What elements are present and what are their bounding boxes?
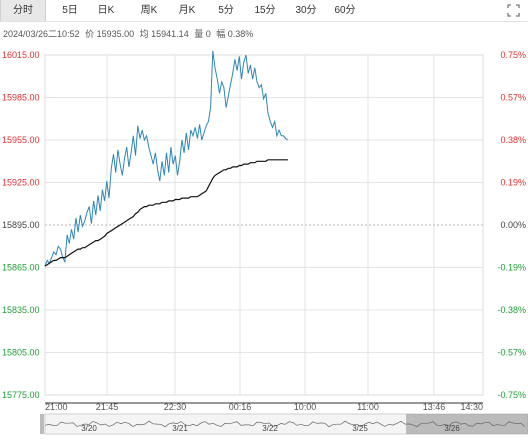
navigator-selection <box>406 414 528 434</box>
y-tick-label-left: 15775.00 <box>2 390 40 400</box>
quote-average: 均 15941.14 <box>139 29 189 39</box>
y-axis-labels: 16015.00 0.75% 15985.00 0.57% 15955.00 0.38% 1… <box>2 50 526 400</box>
y-tick-label-right: -0.19% <box>497 263 526 273</box>
y-tick-label-right: -0.57% <box>497 348 526 358</box>
y-tick-label-left: 15865.00 <box>2 263 40 273</box>
quote-price: 价 15935.00 <box>85 29 135 39</box>
chart-series <box>44 50 289 267</box>
x-axis: 21:00 21:45 22:30 00:16 10:00 11:00 13:46 14:30 <box>45 402 483 412</box>
quote-info-line: 2024/03/26二10:52 价 15935.00 均 15941.14 量… <box>3 27 256 40</box>
y-tick-label-left: 15835.00 <box>2 305 40 315</box>
price-line <box>44 50 289 267</box>
tab-monthly-k[interactable]: 月K <box>178 5 196 16</box>
tab-5min[interactable]: 5分 <box>218 5 234 16</box>
time-navigator[interactable]: 3/20 3/21 3/22 3/25 3/26 <box>40 413 528 435</box>
y-tick-label-left: 15895.00 <box>2 220 40 230</box>
y-tick-label-left: 15925.00 <box>2 178 40 188</box>
y-tick-label-right: -0.38% <box>497 305 526 315</box>
tab-30min[interactable]: 30分 <box>295 5 317 16</box>
y-tick-label-left: 15805.00 <box>2 348 40 358</box>
tab-daily-k[interactable]: 日K <box>97 5 115 16</box>
navigator-date-label: 3/22 <box>262 424 278 433</box>
expand-icon[interactable] <box>507 4 520 17</box>
y-tick-label-left: 16015.00 <box>2 50 40 60</box>
y-tick-label-right: 0.19% <box>500 178 526 188</box>
plot-frame <box>44 54 484 396</box>
x-tick-label: 13:46 <box>423 402 446 412</box>
tab-intraday[interactable]: 分时 <box>0 0 46 21</box>
x-tick-label: 00:16 <box>229 402 252 412</box>
average-line <box>44 159 288 267</box>
quote-volume: 量 0 <box>194 29 211 39</box>
navigator-sparkline <box>44 420 526 428</box>
y-tick-label-right: -0.75% <box>497 390 526 400</box>
tab-15min[interactable]: 15分 <box>254 5 276 16</box>
tab-5day[interactable]: 5日 <box>62 5 78 16</box>
x-tick-label: 10:00 <box>294 402 317 412</box>
x-tick-label: 14:30 <box>460 402 483 412</box>
navigator-date-label: 3/26 <box>444 424 460 433</box>
tab-60min[interactable]: 60分 <box>334 5 356 16</box>
x-tick-label: 21:45 <box>96 402 119 412</box>
navigator-date-label: 3/21 <box>172 424 188 433</box>
x-tick-label: 11:00 <box>357 402 379 412</box>
x-tick-label: 22:30 <box>164 402 187 412</box>
quote-datetime: 2024/03/26二10:52 <box>3 29 80 39</box>
navigator-date-label: 3/20 <box>81 424 97 433</box>
quote-change: 幅 0.38% <box>216 29 254 39</box>
tab-weekly-k[interactable]: 周K <box>140 5 158 16</box>
period-tab-bar: 分时 5日 日K 周K 月K 5分 15分 30分 60分 <box>0 0 528 22</box>
y-tick-label-right: 0.75% <box>500 50 526 60</box>
y-tick-label-left: 15985.00 <box>2 93 40 103</box>
y-tick-label-left: 15955.00 <box>2 135 40 145</box>
y-tick-label-right: 0.00% <box>500 220 526 230</box>
navigator-date-label: 3/25 <box>352 424 368 433</box>
y-tick-label-right: 0.57% <box>500 93 526 103</box>
x-tick-label: 21:00 <box>45 402 68 412</box>
navigator-left-handle <box>40 414 44 434</box>
chart-grid <box>44 54 484 396</box>
y-tick-label-right: 0.38% <box>500 135 526 145</box>
